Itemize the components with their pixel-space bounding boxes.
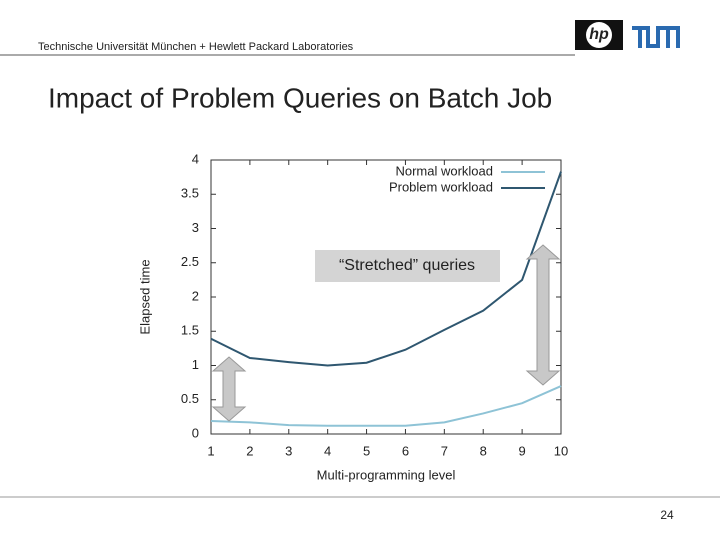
x-tick-label: 2 bbox=[246, 443, 253, 458]
y-tick-label: 2 bbox=[192, 288, 199, 303]
line-series bbox=[210, 171, 562, 367]
y-axis-label: Elapsed time bbox=[137, 259, 152, 334]
annotation-box bbox=[315, 250, 500, 282]
hp-logo: hp bbox=[589, 26, 609, 43]
x-tick-label: 5 bbox=[363, 443, 370, 458]
double-arrow bbox=[525, 244, 561, 386]
line-series bbox=[210, 385, 562, 427]
tum-logo bbox=[632, 26, 680, 48]
slide-title: Impact of Problem Queries on Batch Job bbox=[48, 82, 552, 113]
x-axis-label: Multi-programming level bbox=[317, 467, 456, 482]
x-tick-label: 1 bbox=[207, 443, 214, 458]
y-tick-label: 4 bbox=[192, 151, 199, 166]
y-tick-label: 1 bbox=[192, 357, 199, 372]
legend-label: Problem workload bbox=[389, 179, 493, 194]
x-tick-label: 6 bbox=[402, 443, 409, 458]
y-tick-label: 2.5 bbox=[181, 254, 199, 269]
x-tick-label: 7 bbox=[441, 443, 448, 458]
hp-logo-circle bbox=[586, 22, 612, 48]
y-tick-label: 3 bbox=[192, 220, 199, 235]
y-tick-label: 0.5 bbox=[181, 391, 199, 406]
x-tick-label: 9 bbox=[518, 443, 525, 458]
x-tick-label: 3 bbox=[285, 443, 292, 458]
page-number: 24 bbox=[660, 508, 674, 522]
x-tick-label: 10 bbox=[554, 443, 568, 458]
y-tick-label: 1.5 bbox=[181, 323, 199, 338]
y-tick-label: 3.5 bbox=[181, 186, 199, 201]
annotation: “Stretched” queries bbox=[339, 257, 475, 274]
x-tick-label: 8 bbox=[480, 443, 487, 458]
legend-label: Normal workload bbox=[395, 163, 493, 178]
plot-frame bbox=[210, 159, 562, 435]
y-tick-label: 0 bbox=[192, 425, 199, 440]
x-tick-label: 4 bbox=[324, 443, 331, 458]
double-arrow bbox=[211, 356, 247, 422]
header-text: Technische Universität München + Hewlett… bbox=[38, 41, 354, 53]
